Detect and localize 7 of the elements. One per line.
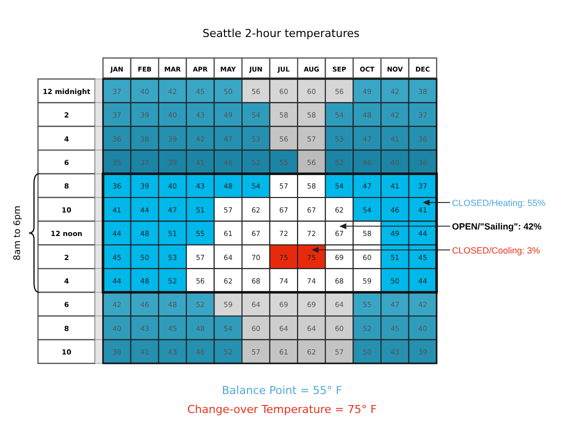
text: Change-over Temperature = 75° F (187, 403, 377, 416)
text: CLOSED/Cooling: 3% (452, 245, 540, 256)
text: CLOSED/Heating: 55% (452, 198, 546, 208)
text: OPEN/"Sailing": 42% (452, 222, 542, 232)
text: Balance Point = 55° F (222, 384, 342, 397)
y-axis-title: 8am to 6pm (13, 206, 23, 261)
chart-title: Seattle 2-hour temperatures (202, 27, 360, 40)
